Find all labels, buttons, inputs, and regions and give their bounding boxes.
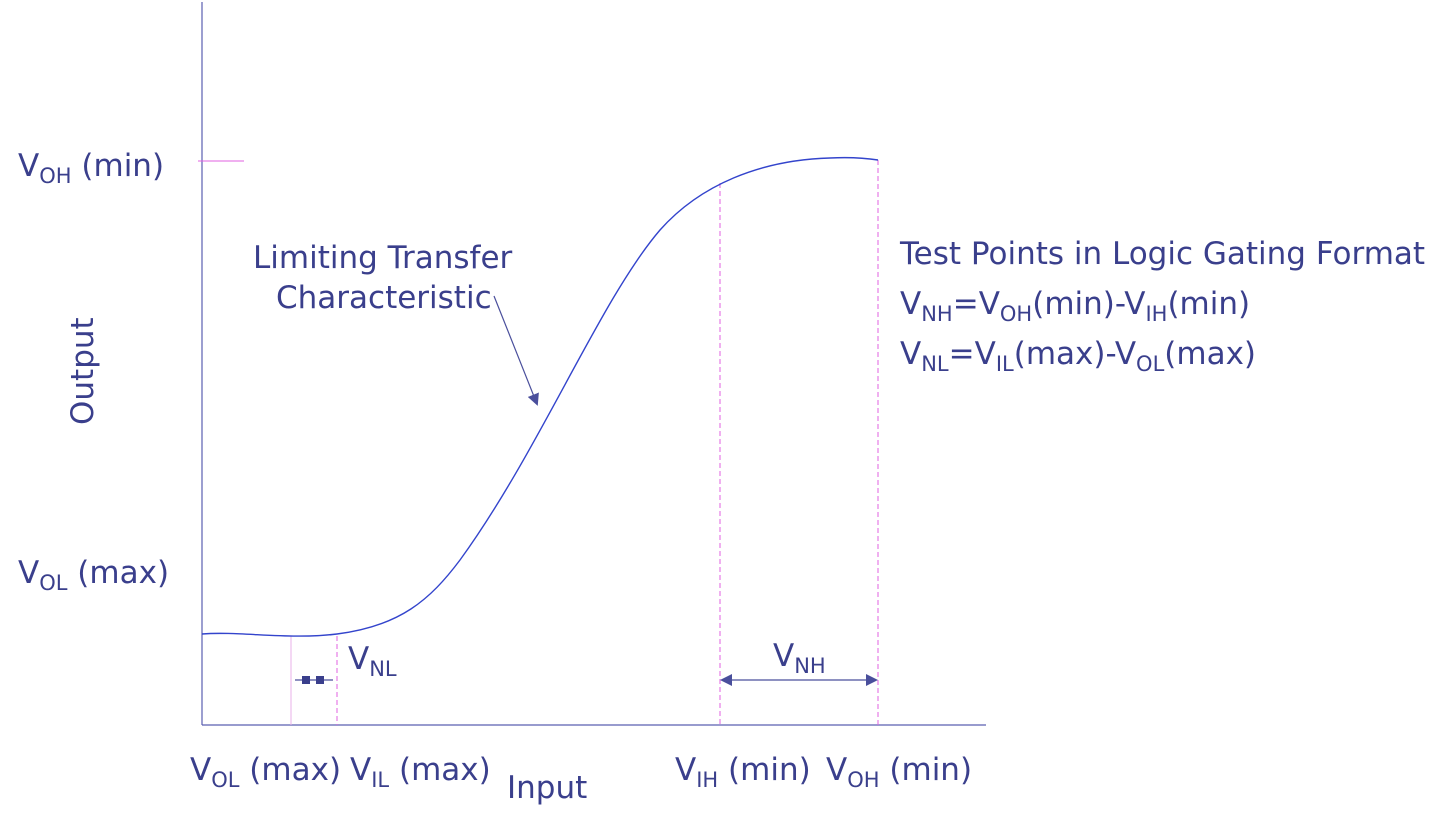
annotation-arrow [493, 295, 539, 406]
y-tick-voh-min: VOH (min) [18, 148, 165, 188]
x-tick-voh-min: VOH (min) [826, 752, 973, 792]
vnh-label: VNH [773, 638, 826, 678]
x-tick-vil-max: VIL (max) [350, 752, 491, 792]
transfer-curve [201, 156, 879, 637]
vnl-equation: VNL=VIL(max)-VOL(max) [900, 336, 1257, 376]
vnl-label: VNL [348, 641, 397, 681]
curve-annotation-line2: Characteristic [276, 280, 492, 316]
vnl-marker-left [302, 676, 310, 684]
vnl-marker-right [316, 676, 324, 684]
y-axis-label: Output [65, 317, 101, 425]
x-tick-vih-min: VIH (min) [675, 752, 811, 792]
y-tick-vol-max: VOL (max) [18, 555, 170, 595]
curve-annotation-line1: Limiting Transfer [253, 240, 513, 276]
x-tick-vol-max: VOL (max) [190, 752, 342, 792]
vnh-equation: VNH=VOH(min)-VIH(min) [900, 286, 1251, 326]
x-axis-label: Input [507, 770, 588, 806]
right-heading: Test Points in Logic Gating Format [900, 236, 1426, 272]
